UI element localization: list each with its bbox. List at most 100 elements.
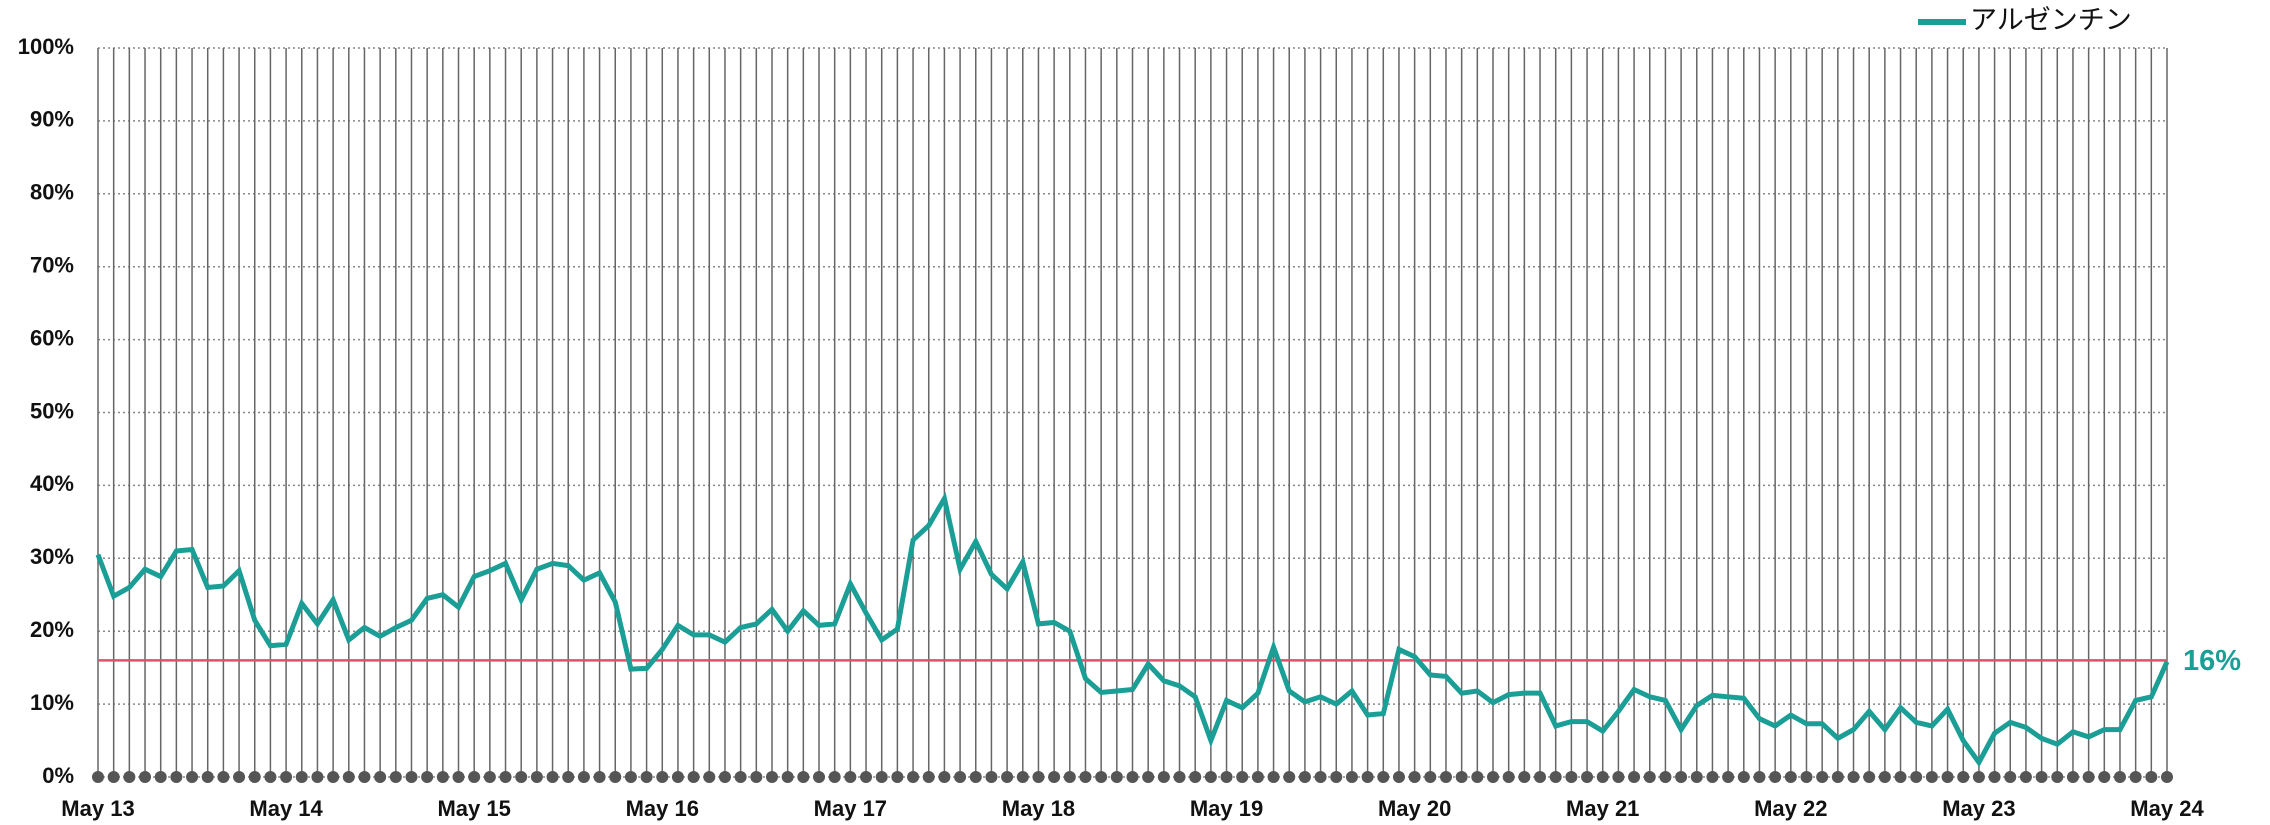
base-dot	[1675, 771, 1688, 783]
base-dot	[734, 771, 747, 783]
base-dot	[295, 771, 308, 783]
base-dot	[1110, 771, 1123, 783]
base-dot	[1377, 771, 1390, 783]
base-dot	[1408, 771, 1421, 783]
base-dot	[1016, 771, 1029, 783]
base-dot	[1204, 771, 1217, 783]
base-dot	[1487, 771, 1500, 783]
base-dot	[1847, 771, 1860, 783]
x-tick-label: May 14	[249, 796, 323, 821]
y-tick-label: 30%	[30, 544, 74, 569]
base-dot	[1784, 771, 1797, 783]
base-dot	[797, 771, 810, 783]
y-tick-label: 0%	[42, 763, 74, 788]
x-tick-label: May 18	[1002, 796, 1075, 821]
base-dot	[327, 771, 340, 783]
base-dot	[781, 771, 794, 783]
base-dot	[1863, 771, 1876, 783]
base-dot	[750, 771, 763, 783]
base-dot	[656, 771, 669, 783]
x-tick-label: May 22	[1754, 796, 1827, 821]
base-dot	[1330, 771, 1343, 783]
base-dot	[1032, 771, 1045, 783]
base-dot	[405, 771, 418, 783]
base-dot	[123, 771, 136, 783]
base-dot	[1737, 771, 1750, 783]
base-dot	[1957, 771, 1970, 783]
base-dot	[938, 771, 951, 783]
x-tick-label: May 19	[1190, 796, 1263, 821]
base-dot	[1267, 771, 1280, 783]
base-dot	[687, 771, 700, 783]
base-dot	[311, 771, 324, 783]
series-line	[95, 491, 2170, 768]
base-dot	[139, 771, 152, 783]
x-tick-label: May 23	[1942, 796, 2015, 821]
y-tick-label: 90%	[30, 107, 74, 132]
base-dot	[374, 771, 387, 783]
base-dot	[1142, 771, 1155, 783]
base-dot	[1800, 771, 1813, 783]
base-dot	[1769, 771, 1782, 783]
base-dot	[1518, 771, 1531, 783]
base-dot	[1565, 771, 1578, 783]
base-dot	[1001, 771, 1014, 783]
legend-label: アルゼンチン	[1970, 5, 2132, 35]
base-dot	[2066, 771, 2079, 783]
base-dot	[1659, 771, 1672, 783]
x-tick-label: May 16	[626, 796, 699, 821]
base-dot	[1722, 771, 1735, 783]
base-dot	[828, 771, 841, 783]
base-dot	[201, 771, 214, 783]
base-dot	[1314, 771, 1327, 783]
base-dot	[1079, 771, 1092, 783]
base-dot	[1628, 771, 1641, 783]
x-tick-label: May 24	[2130, 796, 2204, 821]
base-dot	[577, 771, 590, 783]
base-dot	[624, 771, 637, 783]
base-dot	[154, 771, 167, 783]
x-tick-label: May 15	[437, 796, 510, 821]
base-dot	[1690, 771, 1703, 783]
base-dot	[813, 771, 826, 783]
base-dot	[1753, 771, 1766, 783]
x-tick-label: May 17	[814, 796, 887, 821]
base-dot	[186, 771, 199, 783]
base-dot	[358, 771, 371, 783]
base-dot	[1596, 771, 1609, 783]
base-dot	[170, 771, 183, 783]
base-dot	[2004, 771, 2017, 783]
base-dot	[1251, 771, 1264, 783]
base-dot	[1345, 771, 1358, 783]
base-dot	[2129, 771, 2142, 783]
base-dot	[389, 771, 402, 783]
base-dot	[1471, 771, 1484, 783]
base-dot	[217, 771, 230, 783]
base-dot	[2035, 771, 2048, 783]
base-dot	[1236, 771, 1249, 783]
base-dot	[483, 771, 496, 783]
base-dot	[515, 771, 528, 783]
base-dot	[1424, 771, 1437, 783]
base-dot	[1910, 771, 1923, 783]
y-tick-label: 50%	[30, 398, 74, 423]
x-tick-label: May 21	[1566, 796, 1639, 821]
base-dot	[2145, 771, 2158, 783]
base-dot	[1063, 771, 1076, 783]
base-dot	[1392, 771, 1405, 783]
x-tick-label: May 13	[61, 796, 134, 821]
base-dot	[1643, 771, 1656, 783]
base-dot	[1988, 771, 2001, 783]
base-dot	[765, 771, 778, 783]
base-dot	[922, 771, 935, 783]
base-dot	[640, 771, 653, 783]
base-dot	[342, 771, 355, 783]
base-dot	[969, 771, 982, 783]
base-dot	[452, 771, 465, 783]
reference-label: 16%	[2183, 645, 2241, 677]
base-dot	[1534, 771, 1547, 783]
y-tick-label: 40%	[30, 471, 74, 496]
base-dot	[499, 771, 512, 783]
base-dot	[844, 771, 857, 783]
